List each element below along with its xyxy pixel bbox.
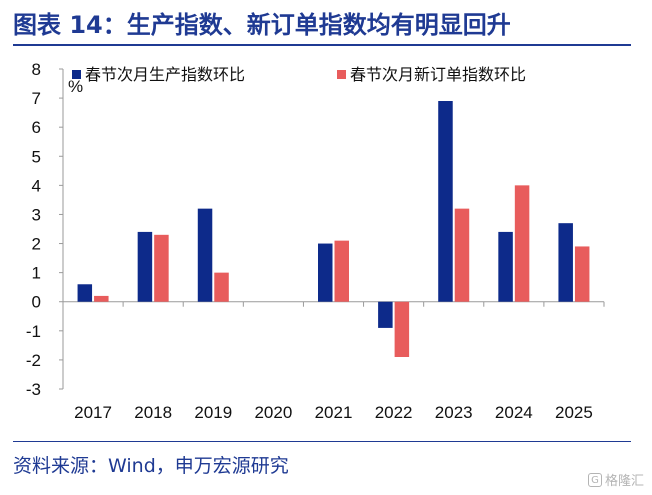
bar-new-orders-2023 — [454, 208, 470, 302]
legend-swatch-new-orders — [337, 70, 346, 79]
bar-new-orders-2025 — [574, 246, 590, 302]
y-tick-label: 7 — [32, 89, 41, 108]
y-tick-label: 3 — [32, 205, 41, 224]
legend-swatch-production — [72, 70, 81, 79]
y-tick-label: 8 — [32, 60, 41, 79]
x-tick-label: 2025 — [555, 403, 593, 422]
x-tick-label: 2019 — [194, 403, 232, 422]
chart-bars — [77, 101, 590, 357]
x-tick-label: 2021 — [315, 403, 353, 422]
y-tick-label: 6 — [32, 118, 41, 137]
bar-production-2021 — [318, 243, 333, 302]
bar-new-orders-2021 — [334, 240, 349, 302]
bar-new-orders-2018 — [154, 234, 169, 302]
y-tick-label: 1 — [32, 264, 41, 283]
chart-legend: 春节次月生产指数环比 春节次月新订单指数环比 — [72, 65, 526, 84]
x-tick-label: 2022 — [375, 403, 413, 422]
bar-production-2025 — [558, 223, 573, 302]
x-tick-label: 2023 — [435, 403, 473, 422]
y-tick-label: 4 — [32, 176, 41, 195]
legend-label-new-orders: 春节次月新订单指数环比 — [350, 65, 526, 84]
x-tick-label: 2024 — [495, 403, 533, 422]
watermark: G 格隆汇 — [587, 470, 644, 489]
watermark-logo-icon: G — [587, 472, 602, 487]
bar-production-2017 — [77, 284, 93, 302]
y-tick-label: -1 — [26, 322, 41, 341]
y-tick-label: 5 — [32, 147, 41, 166]
bar-production-2022 — [378, 301, 393, 328]
legend-label-production: 春节次月生产指数环比 — [85, 65, 245, 84]
chart-title: 图表 14：生产指数、新订单指数均有明显回升 — [13, 11, 511, 39]
source-divider — [13, 441, 631, 442]
y-tick-label: 0 — [32, 293, 41, 312]
x-tick-label: 2020 — [254, 403, 292, 422]
bar-new-orders-2024 — [514, 185, 530, 302]
bar-production-2024 — [498, 231, 513, 302]
y-tick-label: -3 — [26, 380, 41, 399]
x-tick-label: 2017 — [74, 403, 112, 422]
y-tick-label: 2 — [32, 235, 41, 254]
bar-new-orders-2022 — [394, 301, 410, 357]
source-note: 资料来源：Wind，申万宏源研究 — [13, 455, 289, 477]
bar-production-2019 — [197, 208, 213, 302]
bar-production-2018 — [137, 231, 153, 302]
bar-new-orders-2019 — [214, 272, 229, 302]
bar-new-orders-2017 — [94, 295, 109, 302]
x-tick-label: 2018 — [134, 403, 172, 422]
chart-axes — [59, 68, 605, 390]
chart-labels: 8 7 6 5 4 3 2 1 0 -1 -2 -3 2017 2018 2019 2020 2021 2022 2… — [26, 60, 593, 422]
y-axis-unit: % — [68, 77, 83, 96]
bar-production-2023 — [438, 101, 453, 302]
title-divider — [13, 44, 631, 46]
y-tick-label: -2 — [26, 351, 41, 370]
bar-chart: 8 7 6 5 4 3 2 1 0 -1 -2 -3 2017 2018 2019 2020 2021 2022 2… — [26, 60, 605, 422]
watermark-text: 格隆汇 — [604, 474, 644, 489]
